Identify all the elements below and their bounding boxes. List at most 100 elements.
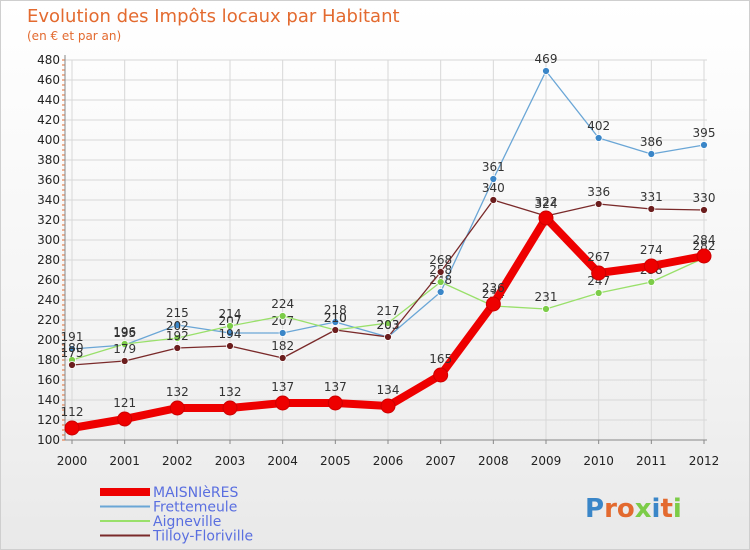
data-label: 215 — [166, 306, 189, 320]
data-point — [542, 67, 550, 75]
data-point — [278, 312, 287, 320]
logo-letter: o — [617, 494, 635, 524]
data-label: 175 — [61, 346, 84, 360]
data-point — [594, 134, 603, 142]
x-tick-label: 2001 — [109, 454, 140, 468]
data-label: 386 — [640, 135, 663, 149]
data-point — [278, 329, 287, 337]
x-tick-label: 2002 — [162, 454, 193, 468]
data-label: 395 — [693, 126, 716, 140]
chart-subtitle: (en € et par an) — [27, 29, 121, 43]
data-label: 165 — [429, 352, 452, 366]
logo-letter: t — [660, 494, 672, 524]
data-label: 336 — [587, 185, 610, 199]
x-tick-label: 2011 — [636, 454, 667, 468]
logo-text: Proxiti — [585, 494, 682, 524]
x-tick-label: 2000 — [57, 454, 88, 468]
y-tick-label: 460 — [37, 73, 60, 87]
data-point — [380, 398, 396, 414]
logo-letter: i — [673, 494, 682, 524]
data-label: 224 — [271, 297, 294, 311]
data-label: 268 — [429, 253, 452, 267]
data-point — [64, 420, 80, 436]
x-tick-label: 2009 — [531, 454, 562, 468]
data-label: 180 — [61, 341, 84, 355]
data-point — [173, 321, 182, 329]
logo-letter: P — [585, 494, 604, 524]
data-point — [433, 367, 449, 383]
y-tick-label: 380 — [37, 153, 60, 167]
data-label: 194 — [219, 327, 242, 341]
y-tick-label: 180 — [37, 353, 60, 367]
data-label: 340 — [482, 181, 505, 195]
legend-label: Aigneville — [153, 514, 221, 530]
legend: MAISNIèRESFrettemeuleAignevilleTilloy-Fl… — [100, 485, 253, 545]
data-label: 134 — [377, 383, 400, 397]
data-label: 192 — [166, 329, 189, 343]
legend-label: MAISNIèRES — [153, 485, 238, 501]
x-tick-label: 2008 — [478, 454, 509, 468]
data-label: 210 — [324, 311, 347, 325]
data-label: 191 — [61, 330, 84, 344]
data-point — [700, 206, 708, 214]
y-tick-label: 140 — [37, 393, 60, 407]
data-label: 214 — [219, 307, 242, 321]
x-tick-label: 2007 — [425, 454, 456, 468]
data-label: 402 — [587, 119, 610, 133]
data-point — [643, 258, 659, 274]
x-tick-label: 2004 — [267, 454, 298, 468]
chart-title: Evolution des Impôts locaux par Habitant — [27, 6, 400, 27]
data-label: 179 — [113, 342, 136, 356]
data-point — [436, 288, 445, 296]
data-label: 218 — [324, 303, 347, 317]
data-point — [173, 344, 182, 352]
logo-letter: i — [652, 494, 661, 524]
data-label: 137 — [324, 380, 347, 394]
data-point — [384, 319, 392, 327]
data-label: 132 — [219, 385, 242, 399]
data-label: 195 — [113, 326, 136, 340]
data-point — [485, 296, 501, 312]
data-label: 121 — [113, 396, 136, 410]
series-layer: 1911952152072072182032483614694023863951… — [61, 52, 716, 436]
data-label: 231 — [535, 290, 558, 304]
data-label: 361 — [482, 160, 505, 174]
y-tick-label: 280 — [37, 253, 60, 267]
data-point — [173, 334, 182, 342]
data-point — [278, 354, 287, 362]
data-point — [700, 141, 708, 149]
data-label: 282 — [693, 239, 716, 253]
data-label: 267 — [587, 250, 610, 264]
data-point — [591, 265, 607, 281]
y-tick-label: 240 — [37, 293, 60, 307]
logo-letter: x — [635, 494, 652, 524]
data-label: 469 — [535, 52, 558, 66]
data-point — [489, 175, 498, 183]
y-tick-label: 320 — [37, 213, 60, 227]
data-point — [436, 268, 445, 276]
data-point — [594, 200, 603, 208]
data-label: 322 — [535, 195, 558, 209]
y-tick-label: 400 — [37, 133, 60, 147]
y-tick-label: 100 — [37, 433, 60, 447]
data-point — [384, 333, 392, 341]
data-point — [327, 395, 343, 411]
x-tick-label: 2005 — [320, 454, 351, 468]
data-label: 203 — [377, 318, 400, 332]
y-tick-label: 120 — [37, 413, 60, 427]
data-point — [647, 205, 656, 213]
y-tick-label: 260 — [37, 273, 60, 287]
data-label: 330 — [693, 191, 716, 205]
data-point — [647, 150, 656, 158]
data-point — [222, 400, 238, 416]
logo-letter: r — [604, 494, 617, 524]
y-tick-label: 220 — [37, 313, 60, 327]
data-point — [120, 357, 129, 365]
data-point — [226, 342, 234, 350]
proxiti-logo: Proxiti — [585, 494, 682, 524]
data-point — [117, 411, 133, 427]
y-tick-label: 360 — [37, 173, 60, 187]
data-point — [647, 278, 656, 286]
data-point — [275, 395, 291, 411]
data-point — [169, 400, 185, 416]
